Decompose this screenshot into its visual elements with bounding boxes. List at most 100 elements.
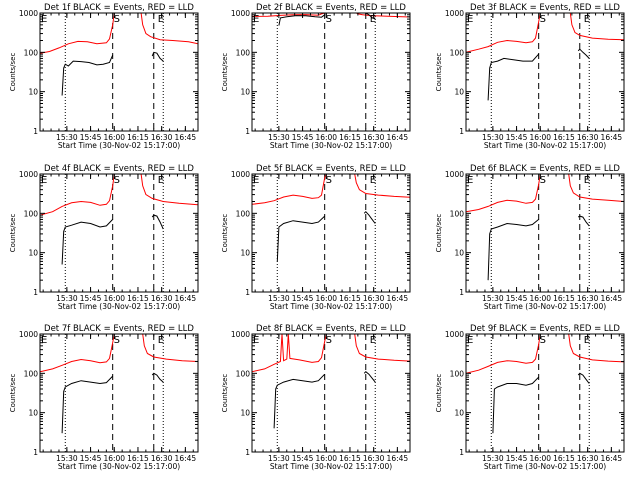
marker-S: S xyxy=(114,175,120,186)
marker-E-left: E xyxy=(41,14,47,25)
x-tick-label: 16:30 xyxy=(363,294,385,303)
marker-E-right: E xyxy=(158,175,164,186)
x-tick-label: 16:00 xyxy=(103,294,125,303)
marker-E-left: E xyxy=(467,335,473,346)
panel-title: Det 9f BLACK = Events, RED = LLD xyxy=(470,324,620,334)
x-tick-label: 16:45 xyxy=(175,454,197,463)
y-axis-label: Counts/sec xyxy=(435,53,443,92)
lld-series xyxy=(466,13,624,53)
x-tick-label: 15:45 xyxy=(506,133,528,142)
x-tick-label: 16:00 xyxy=(315,294,337,303)
x-tick-label: 16:30 xyxy=(151,294,173,303)
lld-series xyxy=(252,334,410,373)
x-tick-label: 16:15 xyxy=(553,454,575,463)
events-series xyxy=(61,51,164,96)
marker-S: S xyxy=(326,175,332,186)
x-axis-label: Start Time (30-Nov-02 15:17:00) xyxy=(270,462,392,471)
x-tick-label: 15:45 xyxy=(506,454,528,463)
plot-frame xyxy=(39,173,199,293)
x-tick-label: 15:45 xyxy=(292,294,314,303)
y-tick-label: 1 xyxy=(459,448,464,457)
y-tick-label: 100 xyxy=(450,48,465,57)
y-axis-label: Counts/sec xyxy=(435,374,443,413)
y-tick-label: 100 xyxy=(24,369,39,378)
y-tick-label: 10 xyxy=(240,409,250,418)
panel-title: Det 4f BLACK = Events, RED = LLD xyxy=(44,164,194,174)
marker-E-left: E xyxy=(41,335,47,346)
marker-E-right: E xyxy=(370,14,376,25)
x-tick-label: 15:45 xyxy=(292,133,314,142)
marker-E-right: E xyxy=(158,14,164,25)
y-tick-label: 100 xyxy=(450,209,465,218)
marker-S: S xyxy=(114,335,120,346)
x-axis-label: Start Time (30-Nov-02 15:17:00) xyxy=(58,462,180,471)
panel-title: Det 2f BLACK = Events, RED = LLD xyxy=(256,3,406,13)
x-tick-label: 15:30 xyxy=(268,133,290,142)
y-axis-label: Counts/sec xyxy=(9,374,17,413)
y-tick-label: 100 xyxy=(236,48,251,57)
y-tick-label: 1 xyxy=(245,127,250,136)
x-axis-label: Start Time (30-Nov-02 15:17:00) xyxy=(484,462,606,471)
x-tick-label: 15:30 xyxy=(56,454,78,463)
x-axis-label: Start Time (30-Nov-02 15:17:00) xyxy=(270,302,392,311)
x-tick-label: 16:45 xyxy=(601,294,623,303)
x-tick-label: 16:30 xyxy=(577,133,599,142)
events-series xyxy=(276,210,376,262)
y-tick-label: 1000 xyxy=(19,9,38,18)
y-tick-label: 1000 xyxy=(231,9,250,18)
x-axis-label: Start Time (30-Nov-02 15:17:00) xyxy=(484,302,606,311)
marker-E-right: E xyxy=(370,175,376,186)
marker-S: S xyxy=(326,14,332,25)
marker-S: S xyxy=(540,335,546,346)
y-tick-label: 1000 xyxy=(19,170,38,179)
plot-frame xyxy=(465,12,625,132)
x-tick-label: 15:30 xyxy=(482,294,504,303)
x-axis-label: Start Time (30-Nov-02 15:17:00) xyxy=(484,141,606,150)
x-tick-label: 16:30 xyxy=(577,294,599,303)
lld-series xyxy=(466,334,624,374)
y-tick-label: 100 xyxy=(236,369,251,378)
x-tick-label: 16:15 xyxy=(127,133,149,142)
lld-series xyxy=(252,174,410,205)
y-tick-label: 1000 xyxy=(445,170,464,179)
y-tick-label: 10 xyxy=(28,88,38,97)
x-tick-label: 16:00 xyxy=(103,454,125,463)
x-tick-label: 16:45 xyxy=(175,294,197,303)
y-tick-label: 10 xyxy=(240,88,250,97)
y-tick-label: 1000 xyxy=(231,170,250,179)
y-axis-label: Counts/sec xyxy=(221,374,229,413)
events-series xyxy=(487,215,590,281)
x-tick-label: 15:45 xyxy=(80,133,102,142)
y-tick-label: 1000 xyxy=(231,330,250,339)
marker-E-right: E xyxy=(584,14,590,25)
y-tick-label: 1000 xyxy=(445,330,464,339)
marker-S: S xyxy=(540,175,546,186)
x-tick-label: 16:45 xyxy=(387,454,409,463)
y-axis-label: Counts/sec xyxy=(9,53,17,92)
x-tick-label: 15:30 xyxy=(482,133,504,142)
y-tick-label: 1 xyxy=(459,127,464,136)
x-tick-label: 16:00 xyxy=(315,133,337,142)
x-tick-label: 16:45 xyxy=(601,133,623,142)
y-tick-label: 1 xyxy=(459,288,464,297)
marker-E-right: E xyxy=(370,335,376,346)
panel-title: Det 5f BLACK = Events, RED = LLD xyxy=(256,164,406,174)
x-tick-label: 15:30 xyxy=(56,133,78,142)
plot-frame xyxy=(251,173,411,293)
plot-frame xyxy=(465,173,625,293)
y-tick-label: 1 xyxy=(33,127,38,136)
events-series xyxy=(61,214,164,265)
y-tick-label: 10 xyxy=(454,88,464,97)
y-tick-label: 10 xyxy=(240,249,250,258)
marker-E-left: E xyxy=(41,175,47,186)
x-tick-label: 16:15 xyxy=(127,454,149,463)
x-tick-label: 16:30 xyxy=(151,133,173,142)
